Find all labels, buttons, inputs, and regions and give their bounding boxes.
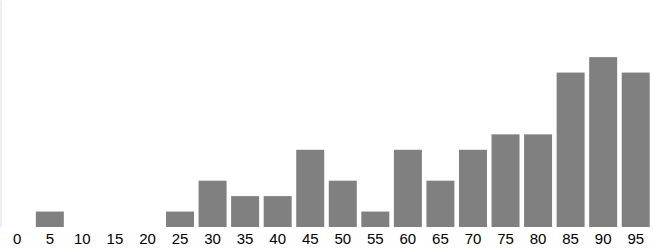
x-tick: 90 xyxy=(595,227,612,247)
x-tick: 10 xyxy=(74,227,91,247)
x-tick: 45 xyxy=(302,227,319,247)
bar xyxy=(589,57,617,227)
x-tick-label: 55 xyxy=(367,230,384,247)
x-tick: 85 xyxy=(562,227,579,247)
x-tick: 20 xyxy=(139,227,156,247)
chart: 0 5 10 15 20 25 30 35 40 45 50 55 60 65 70 75 80 85 90 95 xyxy=(0,0,653,249)
bar xyxy=(231,196,259,227)
x-tick-label: 20 xyxy=(139,230,156,247)
x-tick-label: 60 xyxy=(400,230,417,247)
x-tick: 0 xyxy=(13,227,21,247)
x-tick: 35 xyxy=(237,227,254,247)
x-tick-label: 45 xyxy=(302,230,319,247)
bar xyxy=(622,73,650,227)
x-tick: 40 xyxy=(269,227,286,247)
bar xyxy=(492,134,520,227)
x-tick-label: 0 xyxy=(13,230,21,247)
x-tick: 15 xyxy=(107,227,124,247)
bar xyxy=(68,227,96,228)
bar xyxy=(557,73,585,227)
bars xyxy=(36,57,650,227)
bar xyxy=(296,150,324,227)
x-tick-label: 70 xyxy=(465,230,482,247)
x-tick: 60 xyxy=(400,227,417,247)
x-tick-label: 85 xyxy=(562,230,579,247)
x-tick-label: 10 xyxy=(74,230,91,247)
bar xyxy=(329,181,357,227)
bar xyxy=(426,181,454,227)
x-tick-label: 25 xyxy=(172,230,189,247)
bar xyxy=(101,227,129,228)
x-tick: 95 xyxy=(627,227,644,247)
x-tick: 65 xyxy=(432,227,449,247)
x-tick-label: 15 xyxy=(107,230,124,247)
x-tick-label: 95 xyxy=(627,230,644,247)
x-tick-label: 50 xyxy=(334,230,351,247)
x-tick: 70 xyxy=(465,227,482,247)
bar xyxy=(394,150,422,227)
bar xyxy=(361,212,389,227)
x-tick: 5 xyxy=(46,227,54,247)
x-tick: 55 xyxy=(367,227,384,247)
x-tick: 80 xyxy=(530,227,547,247)
y-axis xyxy=(1,1,2,228)
x-tick: 30 xyxy=(204,227,221,247)
x-tick-label: 75 xyxy=(497,230,514,247)
bar xyxy=(36,212,64,227)
bar xyxy=(524,134,552,227)
bar xyxy=(459,150,487,227)
y-axis-line xyxy=(1,1,2,228)
bar xyxy=(199,181,227,227)
x-tick-label: 40 xyxy=(269,230,286,247)
x-tick-label: 80 xyxy=(530,230,547,247)
bar xyxy=(133,227,161,228)
bar xyxy=(166,212,194,227)
x-axis: 0 5 10 15 20 25 30 35 40 45 50 55 60 65 70 75 80 85 90 95 xyxy=(13,227,644,247)
bar xyxy=(264,196,292,227)
x-tick-label: 35 xyxy=(237,230,254,247)
x-tick: 75 xyxy=(497,227,514,247)
x-tick: 25 xyxy=(172,227,189,247)
bar xyxy=(3,227,31,228)
x-tick-label: 65 xyxy=(432,230,449,247)
x-tick-label: 5 xyxy=(46,230,54,247)
x-tick-label: 30 xyxy=(204,230,221,247)
x-tick: 50 xyxy=(334,227,351,247)
x-tick-label: 90 xyxy=(595,230,612,247)
